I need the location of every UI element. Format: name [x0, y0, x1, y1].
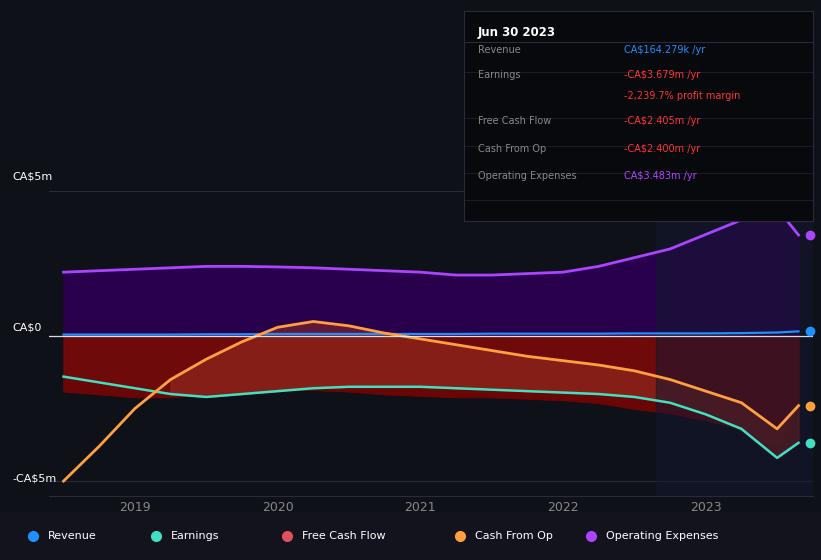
Text: Revenue: Revenue: [478, 45, 521, 55]
Text: CA$3.483m /yr: CA$3.483m /yr: [624, 171, 697, 181]
Text: Operating Expenses: Operating Expenses: [606, 531, 718, 541]
Text: -2,239.7% profit margin: -2,239.7% profit margin: [624, 91, 741, 101]
Text: Free Cash Flow: Free Cash Flow: [478, 116, 551, 126]
Text: -CA$5m: -CA$5m: [12, 474, 57, 484]
Text: Cash From Op: Cash From Op: [475, 531, 553, 541]
Text: CA$164.279k /yr: CA$164.279k /yr: [624, 45, 705, 55]
Bar: [656, 176, 813, 496]
Text: Cash From Op: Cash From Op: [478, 143, 546, 153]
Text: CA$5m: CA$5m: [12, 171, 53, 181]
Text: CA$0: CA$0: [12, 323, 42, 333]
Text: Earnings: Earnings: [171, 531, 219, 541]
Text: Free Cash Flow: Free Cash Flow: [302, 531, 386, 541]
Text: Revenue: Revenue: [48, 531, 96, 541]
Text: -CA$2.400m /yr: -CA$2.400m /yr: [624, 143, 700, 153]
Text: Operating Expenses: Operating Expenses: [478, 171, 576, 181]
Text: Earnings: Earnings: [478, 70, 521, 80]
Text: -CA$3.679m /yr: -CA$3.679m /yr: [624, 70, 700, 80]
Text: -CA$2.405m /yr: -CA$2.405m /yr: [624, 116, 701, 126]
Text: Jun 30 2023: Jun 30 2023: [478, 26, 556, 39]
